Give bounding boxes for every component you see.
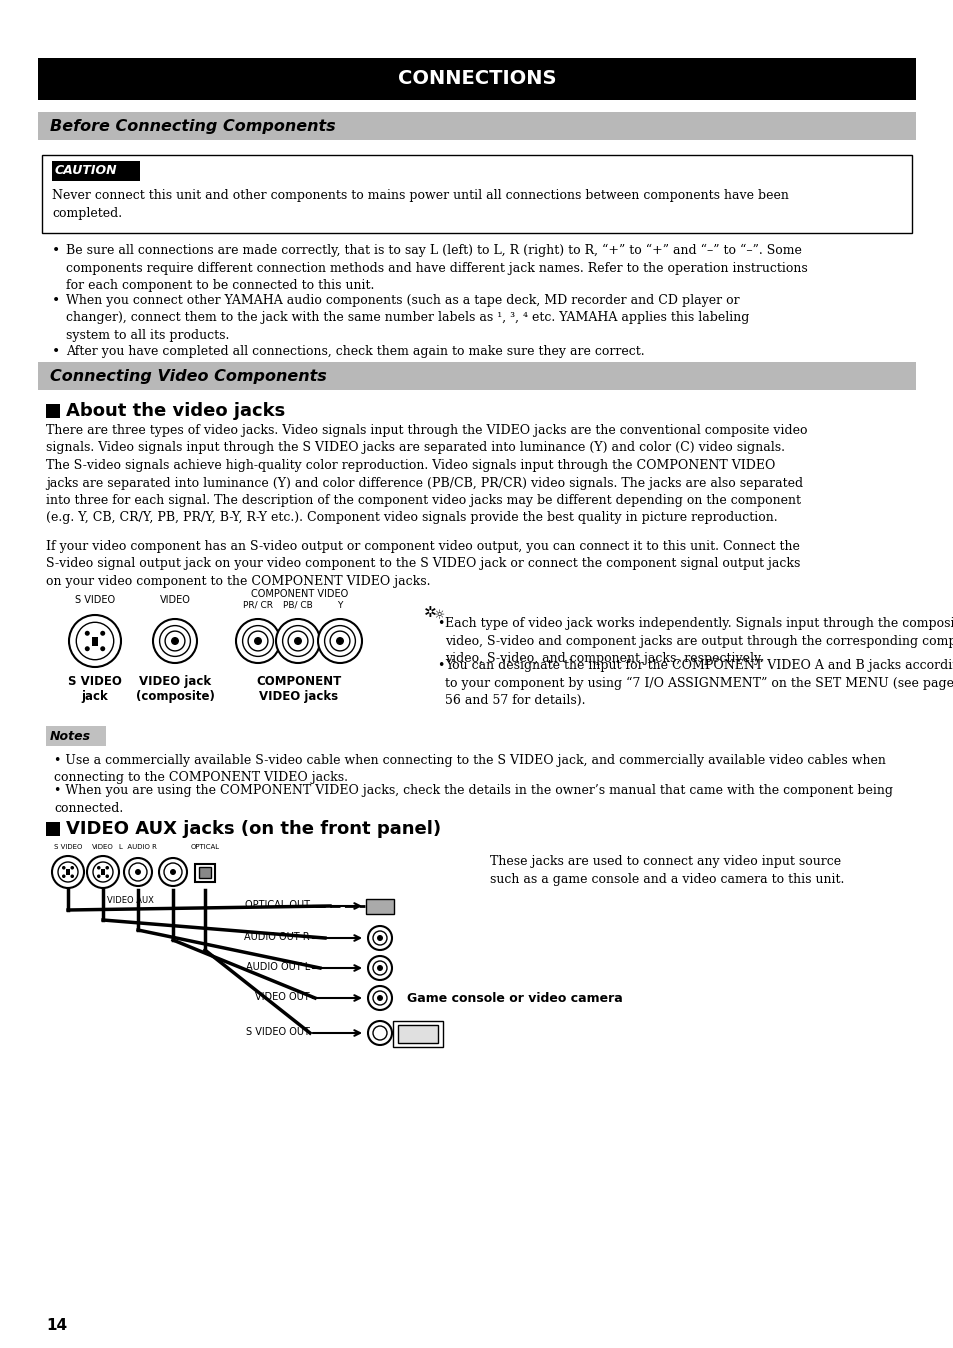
Text: CONNECTIONS: CONNECTIONS xyxy=(397,70,556,89)
Circle shape xyxy=(106,865,109,869)
Text: ✲: ✲ xyxy=(423,605,436,620)
Text: VIDEO: VIDEO xyxy=(92,844,113,851)
Circle shape xyxy=(317,619,361,663)
Text: AUDIO OUT L: AUDIO OUT L xyxy=(246,962,310,972)
Circle shape xyxy=(52,856,84,888)
Bar xyxy=(199,867,211,878)
Circle shape xyxy=(85,631,90,636)
Text: S VIDEO OUT: S VIDEO OUT xyxy=(246,1027,310,1037)
Text: •: • xyxy=(52,244,60,257)
Text: PB/ CB: PB/ CB xyxy=(283,601,313,611)
Circle shape xyxy=(106,875,109,878)
Text: •: • xyxy=(436,617,444,630)
Bar xyxy=(194,864,214,882)
Text: ☼: ☼ xyxy=(434,609,445,621)
Text: VIDEO: VIDEO xyxy=(159,594,191,605)
Bar xyxy=(46,727,106,745)
Bar xyxy=(52,160,140,181)
Circle shape xyxy=(376,965,382,971)
Bar xyxy=(42,155,911,233)
Text: Never connect this unit and other components to mains power until all connection: Never connect this unit and other compon… xyxy=(52,189,788,220)
Circle shape xyxy=(275,619,319,663)
Circle shape xyxy=(294,638,302,644)
Text: Notes: Notes xyxy=(50,729,91,743)
Bar xyxy=(46,404,60,418)
Circle shape xyxy=(235,619,280,663)
Circle shape xyxy=(171,638,179,644)
Text: S VIDEO: S VIDEO xyxy=(53,844,82,851)
Text: Connecting Video Components: Connecting Video Components xyxy=(50,368,327,383)
Circle shape xyxy=(253,638,262,644)
Bar xyxy=(38,58,915,100)
Text: •: • xyxy=(436,659,444,673)
Text: VIDEO AUX jacks (on the front panel): VIDEO AUX jacks (on the front panel) xyxy=(66,820,440,838)
Text: These jacks are used to connect any video input source
such as a game console an: These jacks are used to connect any vide… xyxy=(490,855,843,887)
Bar xyxy=(91,638,98,646)
Text: • Use a commercially available S-video cable when connecting to the S VIDEO jack: • Use a commercially available S-video c… xyxy=(54,754,885,785)
Circle shape xyxy=(97,865,100,869)
Text: VIDEO jack
(composite): VIDEO jack (composite) xyxy=(135,675,214,704)
Circle shape xyxy=(135,869,141,875)
Text: VIDEO AUX: VIDEO AUX xyxy=(107,896,153,905)
Circle shape xyxy=(376,995,382,1002)
Circle shape xyxy=(62,865,66,869)
Text: Y: Y xyxy=(337,601,342,611)
Circle shape xyxy=(368,956,392,980)
Bar xyxy=(397,1024,437,1043)
Text: COMPONENT VIDEO: COMPONENT VIDEO xyxy=(251,589,348,599)
Circle shape xyxy=(69,615,121,667)
Text: COMPONENT
VIDEO jacks: COMPONENT VIDEO jacks xyxy=(256,675,341,704)
Bar xyxy=(38,363,915,390)
Circle shape xyxy=(71,875,74,878)
Text: AUDIO OUT R: AUDIO OUT R xyxy=(244,931,310,942)
Circle shape xyxy=(376,936,382,941)
Text: Be sure all connections are made correctly, that is to say L (left) to L, R (rig: Be sure all connections are made correct… xyxy=(66,244,807,293)
Circle shape xyxy=(97,875,100,878)
Bar xyxy=(66,869,70,875)
Text: After you have completed all connections, check them again to make sure they are: After you have completed all connections… xyxy=(66,345,644,359)
Text: If your video component has an S-video output or component video output, you can: If your video component has an S-video o… xyxy=(46,541,800,588)
Text: About the video jacks: About the video jacks xyxy=(66,402,285,421)
Circle shape xyxy=(170,869,175,875)
Text: L  AUDIO R: L AUDIO R xyxy=(119,844,157,851)
Text: S VIDEO: S VIDEO xyxy=(75,594,115,605)
Text: PR/ CR: PR/ CR xyxy=(243,601,273,611)
Text: Each type of video jack works independently. Signals input through the composite: Each type of video jack works independen… xyxy=(444,617,953,665)
Text: Game console or video camera: Game console or video camera xyxy=(407,992,622,1006)
Text: 14: 14 xyxy=(46,1318,67,1333)
Bar xyxy=(38,112,915,140)
Text: CAUTION: CAUTION xyxy=(55,164,117,178)
Text: •: • xyxy=(52,294,60,307)
Text: There are three types of video jacks. Video signals input through the VIDEO jack: There are three types of video jacks. Vi… xyxy=(46,425,806,524)
Text: OPTICAL: OPTICAL xyxy=(191,844,219,851)
Circle shape xyxy=(335,638,344,644)
Bar xyxy=(101,869,105,875)
Text: You can designate the input for the COMPONENT VIDEO A and B jacks according
to y: You can designate the input for the COMP… xyxy=(444,659,953,708)
Circle shape xyxy=(124,857,152,886)
Text: OPTICAL OUT: OPTICAL OUT xyxy=(245,900,310,910)
Text: Before Connecting Components: Before Connecting Components xyxy=(50,119,335,133)
Text: •: • xyxy=(52,345,60,359)
Circle shape xyxy=(62,875,66,878)
Circle shape xyxy=(159,857,187,886)
Text: VIDEO OUT: VIDEO OUT xyxy=(255,992,310,1002)
Circle shape xyxy=(368,926,392,950)
Bar xyxy=(393,1020,442,1047)
Text: S VIDEO
jack: S VIDEO jack xyxy=(68,675,122,704)
Circle shape xyxy=(368,1020,392,1045)
Circle shape xyxy=(71,865,74,869)
Circle shape xyxy=(100,646,105,651)
Circle shape xyxy=(85,646,90,651)
Bar xyxy=(46,822,60,836)
Bar xyxy=(366,899,394,914)
Text: When you connect other YAMAHA audio components (such as a tape deck, MD recorder: When you connect other YAMAHA audio comp… xyxy=(66,294,749,342)
Circle shape xyxy=(368,985,392,1010)
Circle shape xyxy=(87,856,119,888)
Circle shape xyxy=(100,631,105,636)
Text: • When you are using the COMPONENT VIDEO jacks, check the details in the owner’s: • When you are using the COMPONENT VIDEO… xyxy=(54,785,892,814)
Circle shape xyxy=(152,619,196,663)
